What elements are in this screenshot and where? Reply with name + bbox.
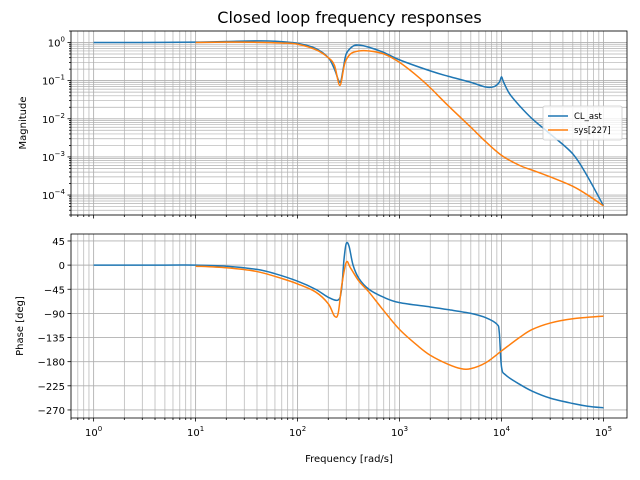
legend: CL_ast sys[227] xyxy=(542,105,623,141)
phase-lines xyxy=(93,241,604,409)
phase-frame xyxy=(70,233,628,419)
magnitude-lines xyxy=(93,40,605,207)
y-tick-label: 10−1 xyxy=(42,74,65,88)
y-tick-label: −270 xyxy=(38,406,65,417)
x-tick-label: 105 xyxy=(595,425,612,439)
y-tick-label: 10−4 xyxy=(42,188,66,202)
magnitude-panel: 100 10−1 10−2 10−3 10−4 Magnitude CL_ast sys… xyxy=(18,30,628,219)
y-tick-label: 0 xyxy=(59,261,65,272)
magnitude-line-sys-227 xyxy=(195,41,604,207)
x-tick-label: 102 xyxy=(289,425,306,439)
x-tick-label: 104 xyxy=(493,425,511,439)
y-tick-label: 10−3 xyxy=(42,150,65,164)
x-tick-label: 100 xyxy=(85,425,102,439)
y-tick-label: −135 xyxy=(38,334,65,345)
phase-y-ticks: 45 0 −45 −90 −135 −180 −225 −270 xyxy=(38,237,71,417)
y-tick-label: 100 xyxy=(48,35,65,49)
magnitude-frame xyxy=(70,30,628,216)
legend-label-cl-ast: CL_ast xyxy=(574,112,603,122)
phase-x-ticks: 100 101 102 103 104 105 xyxy=(70,418,612,439)
legend-label-sys227: sys[227] xyxy=(574,126,611,136)
chart-title: Closed loop frequency responses xyxy=(217,8,481,27)
y-tick-label: −180 xyxy=(38,358,65,369)
legend-box xyxy=(542,105,623,141)
x-tick-label: 103 xyxy=(391,425,408,439)
y-tick-label: 10−2 xyxy=(42,112,65,126)
phase-panel: 450−45−90−135−180−225−270 100 101 102 103 10… xyxy=(15,233,628,439)
x-axis-label: Frequency [rad/s] xyxy=(305,454,393,465)
x-tick-label: 101 xyxy=(187,425,204,439)
magnitude-line-cl-ast xyxy=(93,40,605,207)
magnitude-y-ticks: 100 10−1 10−2 10−3 10−4 xyxy=(42,30,71,216)
y-tick-label: −45 xyxy=(44,285,65,296)
y-tick-label: −90 xyxy=(44,309,65,320)
phase-ylabel: Phase [deg] xyxy=(15,296,26,356)
magnitude-ylabel: Magnitude xyxy=(18,97,29,150)
phase-line-sys-227 xyxy=(195,260,604,371)
y-tick-label: −225 xyxy=(38,382,65,393)
y-tick-label: 45 xyxy=(52,237,65,248)
phase-line-cl-ast xyxy=(93,241,604,409)
magnitude-x-ticks xyxy=(70,215,604,219)
